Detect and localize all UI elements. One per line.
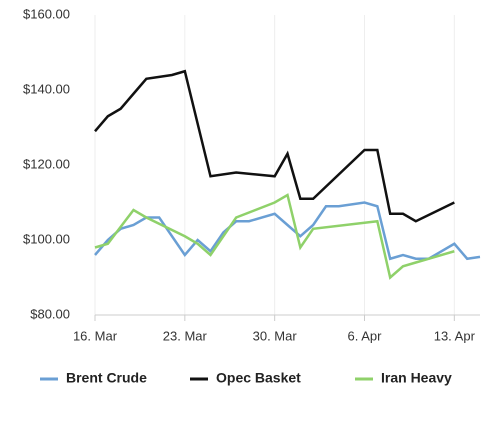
y-tick-label: $100.00 xyxy=(23,231,70,246)
legend-item: Opec Basket xyxy=(190,370,301,386)
x-tick-label: 6. Apr xyxy=(348,328,383,343)
line xyxy=(94,69,455,223)
y-tick-label: $160.00 xyxy=(23,6,70,21)
legend-item: Brent Crude xyxy=(40,370,147,386)
x-tick-label: 23. Mar xyxy=(163,328,208,343)
legend-label: Opec Basket xyxy=(216,370,301,386)
legend-item: Iran Heavy xyxy=(355,370,452,386)
x-tick-label: 16. Mar xyxy=(73,328,118,343)
legend-label: Brent Crude xyxy=(66,370,147,386)
line xyxy=(94,201,481,261)
legend-label: Iran Heavy xyxy=(381,370,452,386)
y-tick-label: $80.00 xyxy=(30,306,70,321)
x-tick-label: 13. Apr xyxy=(434,328,476,343)
y-tick-label: $120.00 xyxy=(23,156,70,171)
y-tick-label: $140.00 xyxy=(23,81,70,96)
x-tick-label: 30. Mar xyxy=(253,328,298,343)
line xyxy=(94,193,455,280)
